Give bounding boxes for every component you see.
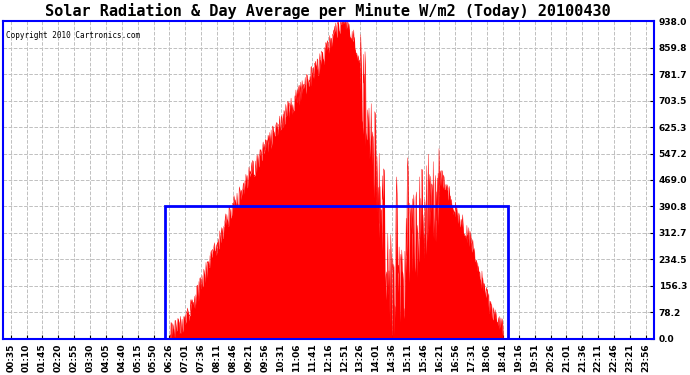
Title: Solar Radiation & Day Average per Minute W/m2 (Today) 20100430: Solar Radiation & Day Average per Minute… xyxy=(46,3,611,19)
Bar xyxy=(165,206,508,339)
Text: Copyright 2010 Cartronics.com: Copyright 2010 Cartronics.com xyxy=(6,31,140,40)
